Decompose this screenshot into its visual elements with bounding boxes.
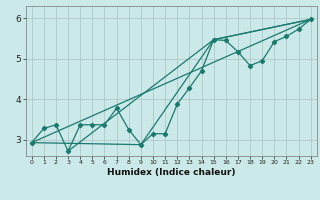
X-axis label: Humidex (Indice chaleur): Humidex (Indice chaleur)	[107, 168, 236, 177]
